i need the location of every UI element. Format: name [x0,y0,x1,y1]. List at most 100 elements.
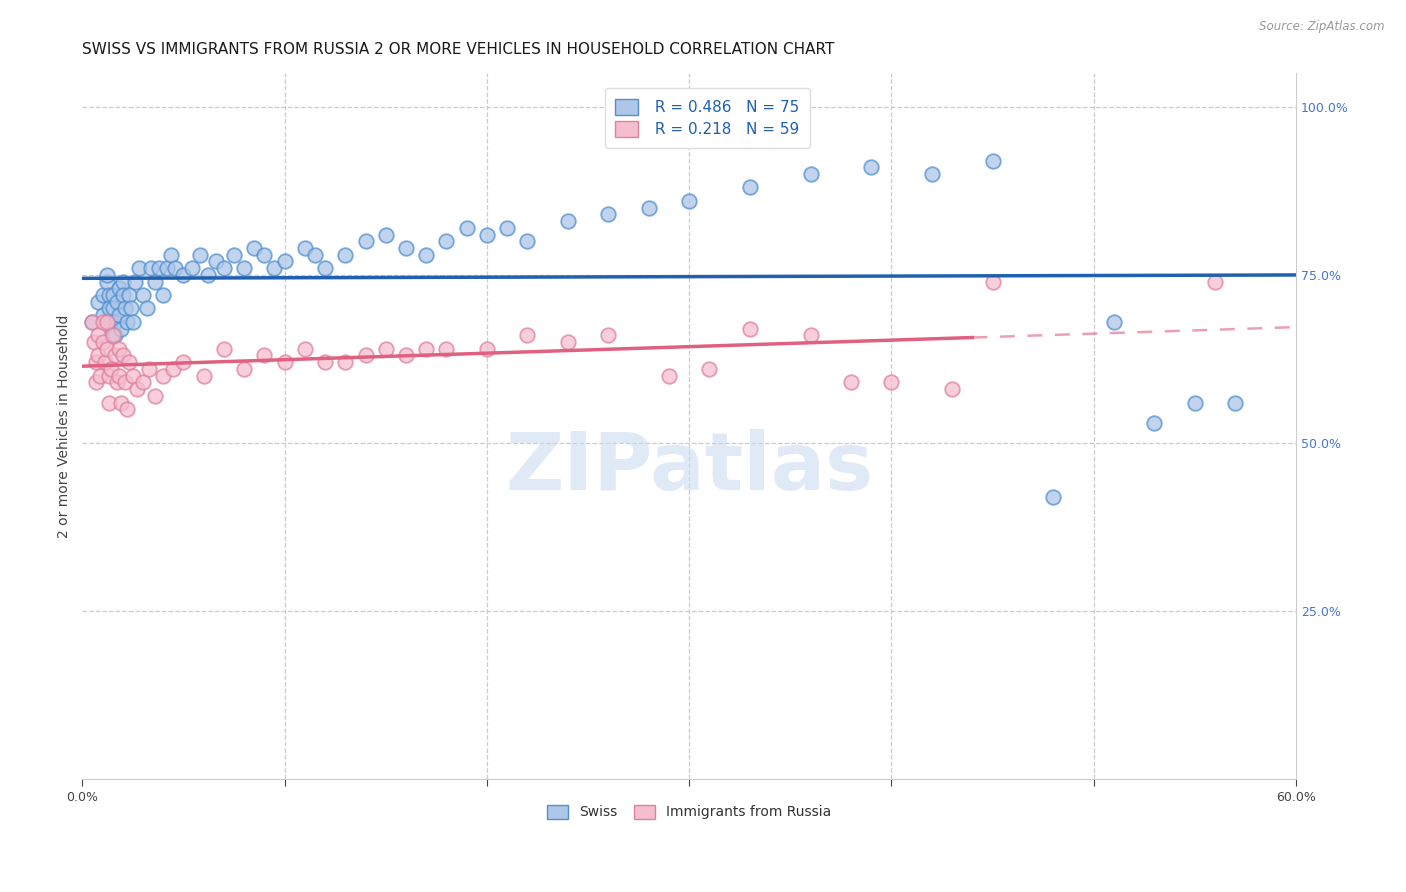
Point [107,368,129,383]
Point [880,376,903,390]
Point [125,382,148,396]
Point [263,261,285,276]
Text: SWISS VS IMMIGRANTS FROM RUSSIA 2 OR MORE VEHICLES IN HOUSEHOLD CORRELATION CHAR: SWISS VS IMMIGRANTS FROM RUSSIA 2 OR MOR… [83,42,835,57]
Point [105,294,128,309]
Point [114,301,136,316]
Point [304,248,326,262]
Point [87,328,110,343]
Point [160,248,183,262]
Point [96,315,118,329]
Point [475,227,498,242]
Point [97,368,120,383]
Point [637,201,659,215]
Point [121,368,143,383]
Point [100,328,122,343]
Point [89,368,111,383]
Point [738,180,761,194]
Point [516,234,538,248]
Point [124,275,146,289]
Point [172,355,194,369]
Point [839,376,862,390]
Point [101,328,124,343]
Point [121,315,143,329]
Point [143,389,166,403]
Point [96,275,118,289]
Text: Source: ZipAtlas.com: Source: ZipAtlas.com [1260,20,1385,33]
Point [415,248,437,262]
Point [335,355,357,369]
Point [138,362,160,376]
Point [475,342,498,356]
Point [156,261,179,276]
Legend: Swiss, Immigrants from Russia: Swiss, Immigrants from Russia [541,799,837,825]
Point [800,167,823,181]
Point [314,355,336,369]
Point [222,248,245,262]
Point [436,234,458,248]
Point [152,288,174,302]
Point [111,349,134,363]
Point [395,349,418,363]
Point [82,315,104,329]
Point [197,268,219,282]
Point [107,342,129,356]
Point [598,207,620,221]
Point [97,288,120,302]
Point [188,248,211,262]
Point [678,194,700,208]
Point [107,281,129,295]
Point [104,328,127,343]
Point [104,315,127,329]
Point [253,248,276,262]
Point [91,315,114,329]
Text: ZIPatlas: ZIPatlas [505,429,873,508]
Point [115,315,138,329]
Point [496,220,519,235]
Point [456,220,478,235]
Y-axis label: 2 or more Vehicles in Household: 2 or more Vehicles in Household [58,314,72,538]
Point [557,334,579,349]
Point [110,395,132,409]
Point [516,328,538,343]
Point [243,241,266,255]
Point [101,301,124,316]
Point [354,234,377,248]
Point [132,376,155,390]
Point [115,402,138,417]
Point [193,368,215,383]
Point [172,268,194,282]
Point [335,248,357,262]
Point [273,254,295,268]
Point [143,275,166,289]
Point [165,261,187,276]
Point [1143,416,1166,430]
Point [204,254,226,268]
Point [91,308,114,322]
Point [114,376,136,390]
Point [111,275,134,289]
Point [212,342,235,356]
Point [180,261,202,276]
Point [314,261,336,276]
Point [87,294,110,309]
Point [233,261,256,276]
Point [1204,275,1226,289]
Point [598,328,620,343]
Point [395,241,418,255]
Point [860,161,883,175]
Point [162,362,184,376]
Point [118,355,141,369]
Point [101,288,124,302]
Point [100,362,122,376]
Point [415,342,437,356]
Point [921,167,943,181]
Point [658,368,681,383]
Point [118,288,141,302]
Point [1102,315,1125,329]
Point [374,342,396,356]
Point [374,227,396,242]
Point [354,349,377,363]
Point [110,321,132,335]
Point [120,301,142,316]
Point [128,261,150,276]
